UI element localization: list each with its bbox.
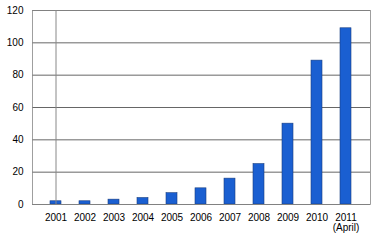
svg-text:0: 0 (18, 199, 24, 210)
svg-text:120: 120 (7, 5, 24, 16)
svg-text:2009: 2009 (277, 212, 300, 223)
svg-text:2007: 2007 (219, 212, 242, 223)
svg-text:2008: 2008 (248, 212, 271, 223)
svg-text:100: 100 (7, 37, 24, 48)
svg-text:80: 80 (12, 69, 24, 80)
svg-text:2003: 2003 (103, 212, 126, 223)
svg-text:20: 20 (12, 166, 24, 177)
svg-text:2001: 2001 (45, 212, 68, 223)
svg-text:2011(April): 2011(April) (333, 212, 360, 233)
svg-text:2002: 2002 (74, 212, 97, 223)
svg-text:2004: 2004 (132, 212, 155, 223)
svg-text:2005: 2005 (161, 212, 184, 223)
svg-text:2010: 2010 (306, 212, 329, 223)
svg-text:40: 40 (12, 134, 24, 145)
svg-text:2006: 2006 (190, 212, 213, 223)
svg-text:60: 60 (12, 102, 24, 113)
